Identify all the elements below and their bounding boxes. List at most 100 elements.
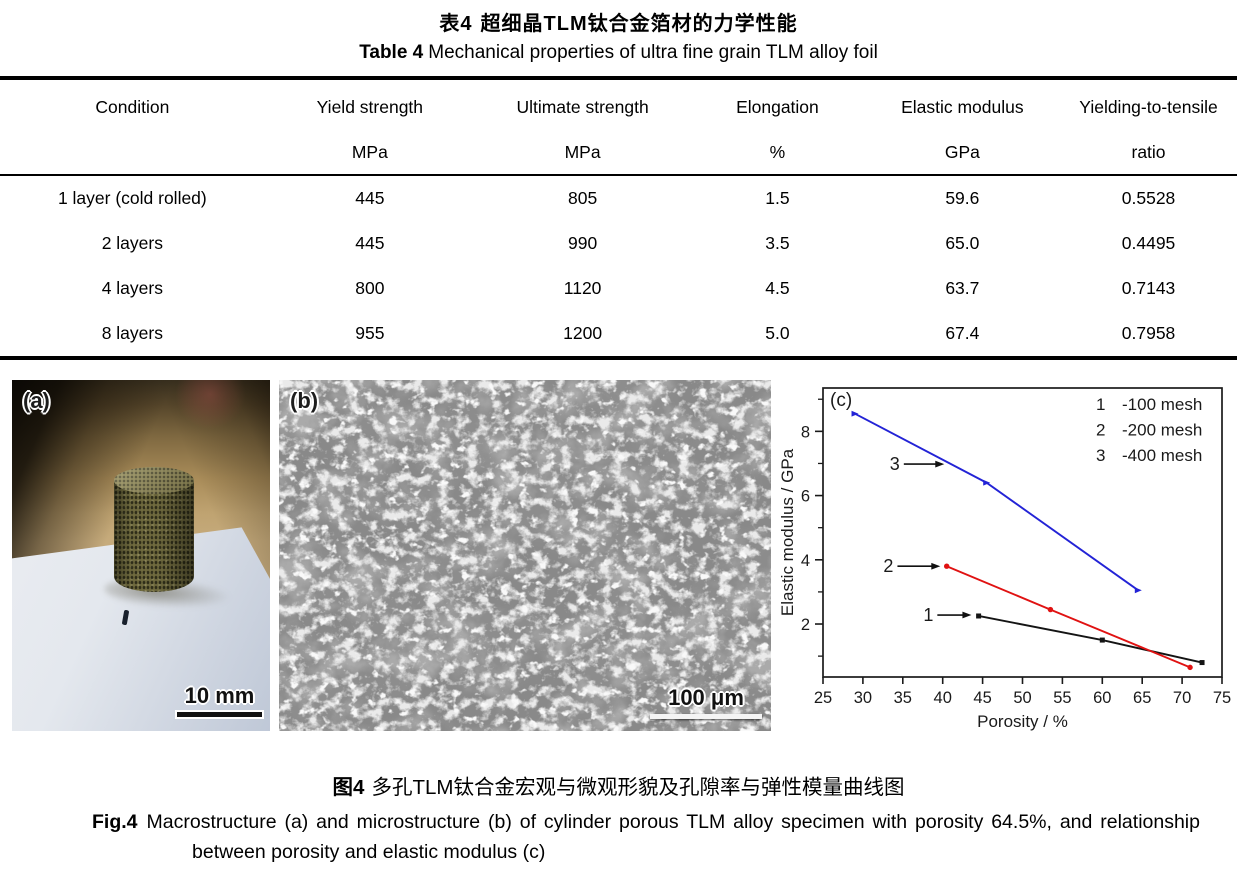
table-cell: 1120: [563, 278, 602, 298]
data-point: [1134, 587, 1142, 594]
annotation-arrowhead: [935, 460, 945, 468]
table-cell: 445: [355, 233, 385, 253]
column-header-unit: MPa: [351, 141, 388, 162]
data-point: [976, 613, 982, 619]
x-tick-label: 25: [814, 689, 832, 707]
table-cell: 1 layer (cold rolled): [57, 188, 207, 208]
column-header-label: Condition: [95, 96, 170, 117]
table-cell: 5.0: [765, 323, 790, 343]
cylinder-top-face: [114, 467, 194, 494]
scale-bar-b-text: 100 μm: [668, 685, 744, 710]
series-annotation-label: 1: [923, 605, 933, 625]
x-tick-label: 60: [1093, 689, 1111, 707]
scale-bar-a: 10 mm: [177, 683, 262, 717]
figure-b-sem: (b) 100 μm: [279, 380, 771, 731]
mechanical-properties-table: Condition Yield strength Ultimate strength…: [0, 76, 1237, 360]
table-title-en-text: Mechanical properties of ultra fine grai…: [428, 42, 878, 63]
data-point: [983, 479, 991, 486]
table-row: 2 layers 445 990 3.5 65.0 0.4495: [0, 221, 1237, 266]
column-header-label: Ultimate strength: [516, 96, 649, 117]
table-cell: 990: [568, 233, 598, 253]
table-title-en: Table 4 Mechanical properties of ultra fi…: [0, 42, 1237, 64]
column-header-unit: GPa: [944, 141, 980, 162]
data-point: [851, 410, 859, 417]
column-header-label: Elastic modulus: [901, 96, 1024, 117]
legend-label: -400 mesh: [1122, 446, 1202, 465]
figure-caption-block: 图4 多孔TLM钛合金宏观与微观形貌及孔隙率与弹性模量曲线图 Fig.4 Macro…: [0, 770, 1237, 867]
column-header-unit: ratio: [1131, 141, 1166, 162]
annotation-arrowhead: [962, 611, 972, 619]
table-cell: 59.6: [945, 188, 980, 208]
x-tick-label: 55: [1053, 689, 1071, 707]
series-annotation-label: 3: [890, 454, 900, 474]
table-header-row-labels: Condition Yield strength Ultimate strength…: [0, 78, 1237, 130]
figure-number-cn: 图4: [332, 776, 365, 799]
data-point: [943, 563, 950, 569]
x-tick-label: 45: [973, 689, 991, 707]
data-point: [1187, 664, 1193, 671]
table-cell: 2 layers: [101, 233, 163, 253]
table-cell: 0.5528: [1121, 188, 1176, 208]
figure-caption-cn: 图4 多孔TLM钛合金宏观与微观形貌及孔隙率与弹性模量曲线图: [0, 770, 1237, 800]
data-point: [1099, 637, 1105, 643]
column-header-unit: %: [769, 141, 786, 162]
table-cell: 65.0: [945, 233, 980, 253]
table-cell: 63.7: [945, 278, 980, 298]
figure-number-en: Fig.4: [92, 811, 138, 833]
figure-b-label: (b): [290, 388, 319, 413]
y-tick-label: 8: [801, 423, 810, 441]
scale-bar-b-line: [650, 714, 762, 719]
table-cell: 805: [568, 188, 598, 208]
scale-bar-b: 100 μm: [650, 685, 762, 719]
table-cell: 8 layers: [101, 323, 163, 343]
legend-number: 2: [1096, 421, 1105, 440]
x-tick-label: 30: [854, 689, 872, 707]
column-header-label: Yield strength: [316, 96, 424, 117]
table-cell: 800: [355, 278, 385, 298]
table-number-en: Table 4: [359, 42, 424, 63]
figure-a-photo: (a) 10 mm: [12, 380, 270, 731]
table-cell: 1.5: [765, 188, 790, 208]
figure-a-label: (a): [23, 388, 50, 413]
x-tick-label: 65: [1133, 689, 1151, 707]
table-cell: 4.5: [765, 278, 790, 298]
table-cell: 955: [355, 323, 385, 343]
table-cell: 67.4: [945, 323, 980, 343]
scale-bar-a-line: [177, 712, 262, 717]
table-title-block: 表4 超细晶TLM钛合金箔材的力学性能 Table 4 Mechanical pro…: [0, 7, 1237, 64]
annotation-arrowhead: [931, 562, 941, 570]
table-row: 1 layer (cold rolled) 445 805 1.5 59.6 0.5528: [0, 175, 1237, 221]
table-title-cn-text: 超细晶TLM钛合金箔材的力学性能: [480, 13, 798, 35]
x-tick-label: 70: [1173, 689, 1191, 707]
x-tick-label: 75: [1213, 689, 1231, 707]
table-cell: 4 layers: [101, 278, 163, 298]
column-header-unit: [0, 130, 265, 175]
legend-label: -100 mesh: [1122, 395, 1202, 414]
table-cell: 0.7958: [1121, 323, 1176, 343]
y-tick-label: 6: [801, 488, 810, 506]
table-number-cn: 表4: [439, 13, 473, 35]
data-point: [1199, 660, 1205, 666]
table-cell: 1200: [563, 323, 603, 343]
series-line-3: [854, 412, 1139, 592]
series-line-1: [978, 615, 1203, 664]
y-axis-title: Elastic modulus / GPa: [780, 448, 797, 616]
table-title-cn: 表4 超细晶TLM钛合金箔材的力学性能: [0, 7, 1237, 36]
figure-caption-en: Fig.4 Macrostructure (a) and microstructu…: [92, 807, 1200, 867]
column-header-label: Elongation: [736, 96, 819, 117]
column-header-label: Yielding-to-tensile: [1079, 96, 1218, 117]
figure-4-panel: (a) 10 mm: [0, 377, 1237, 737]
x-axis-title: Porosity / %: [977, 712, 1068, 731]
table-row: 8 layers 955 1200 5.0 67.4 0.7958: [0, 311, 1237, 358]
figure-c-label: (c): [830, 390, 853, 411]
figure-caption-cn-text: 多孔TLM钛合金宏观与微观形貌及孔隙率与弹性模量曲线图: [371, 776, 905, 799]
y-tick-label: 4: [801, 552, 810, 570]
data-point: [1047, 606, 1054, 613]
table-cell: 3.5: [765, 233, 790, 253]
y-tick-label: 2: [801, 616, 810, 634]
table-cell: 0.4495: [1121, 233, 1176, 253]
table-body: 1 layer (cold rolled) 445 805 1.5 59.6 0.5528…: [0, 175, 1237, 358]
legend-number: 3: [1096, 446, 1105, 465]
table-cell: 0.7143: [1121, 278, 1176, 298]
